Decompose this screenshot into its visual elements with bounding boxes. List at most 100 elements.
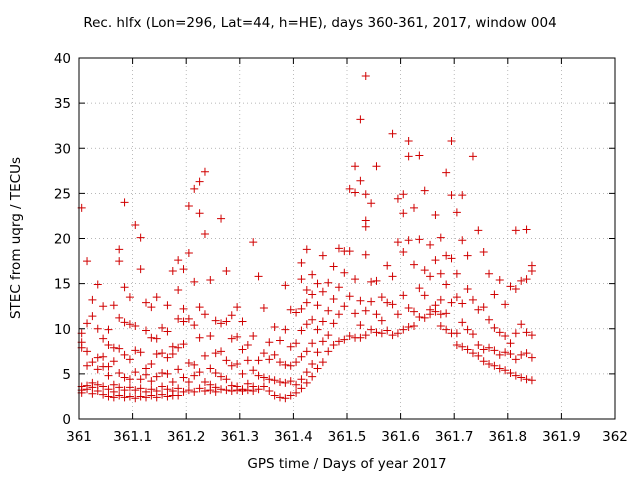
data-point [452,329,461,338]
data-point [93,365,102,374]
data-point [238,369,247,378]
data-point [426,272,435,281]
x-tick-label: 361.7 [435,429,474,445]
data-point [452,293,461,302]
data-point [206,331,215,340]
data-point [436,295,445,304]
data-point [163,327,172,336]
data-point [104,325,113,334]
data-point [495,364,504,373]
data-point [297,275,306,284]
data-point [302,347,311,356]
data-point [158,349,167,358]
data-point [474,226,483,235]
data-point [211,368,220,377]
data-point [136,233,145,242]
data-point [340,268,349,277]
data-point [351,162,360,171]
data-point [109,357,118,366]
data-point [238,387,247,396]
data-point [495,276,504,285]
data-point [479,357,488,366]
data-point [356,296,365,305]
data-point [125,355,134,364]
data-point [152,393,161,402]
data-point [436,269,445,278]
x-tick-label: 362 [602,429,628,445]
data-point [485,359,494,368]
data-point [147,377,156,386]
data-point [517,373,526,382]
data-points [77,72,536,403]
data-point [168,266,177,275]
data-point [115,344,124,353]
data-point [372,310,381,319]
data-point [501,366,510,375]
data-point [93,353,102,362]
data-point [217,347,226,356]
axis-ticks: 361 361.1 361.2 361.3 361.4 361.5 361.6 361.7 36… [54,51,628,445]
data-point [426,240,435,249]
chart-title: Rec. hlfx (Lon=296, Lat=44, h=HE), days … [83,15,557,31]
data-point [420,291,429,300]
data-point [281,325,290,334]
data-point [334,337,343,346]
data-point [308,290,317,299]
data-point [388,331,397,340]
data-point [120,373,129,382]
data-point [292,380,301,389]
data-point [372,276,381,285]
data-point [195,303,204,312]
data-point [458,318,467,327]
data-point [99,390,108,399]
data-point [222,375,231,384]
data-point [308,339,317,348]
data-point [163,301,172,310]
data-point [142,370,150,379]
data-point [511,226,520,235]
data-point [184,359,193,368]
data-point [377,293,386,302]
data-point [458,342,467,351]
data-point [254,356,263,365]
data-point [115,368,124,377]
data-point [340,302,349,311]
data-point [447,254,456,263]
data-point [522,328,531,337]
data-point [254,371,263,380]
data-point [83,385,92,394]
x-tick-label: 361 [66,429,92,445]
data-point [377,329,386,338]
data-point [270,350,279,359]
data-point [308,315,317,324]
data-point [324,306,333,315]
data-point [281,378,290,387]
x-tick-label: 361.3 [220,429,259,445]
data-point [163,392,172,401]
data-point [254,272,263,281]
y-tick-label: 35 [54,96,71,112]
data-point [393,238,402,247]
data-point [383,261,392,270]
data-point [372,162,381,171]
data-point [377,316,386,325]
data-point [506,350,515,359]
data-point [522,225,531,234]
data-point [345,184,354,193]
data-point [399,325,408,334]
data-point [420,266,429,275]
data-point [297,352,306,361]
data-point [190,371,199,380]
data-point [318,287,327,296]
data-point [351,188,360,197]
data-point [233,359,242,368]
y-tick-label: 15 [54,277,71,293]
data-point [99,382,108,391]
data-point [361,250,370,259]
data-point [265,355,274,364]
x-tick-label: 361.6 [381,429,420,445]
data-point [517,276,526,285]
data-point [259,373,268,382]
data-point [302,368,311,377]
data-point [190,360,199,369]
